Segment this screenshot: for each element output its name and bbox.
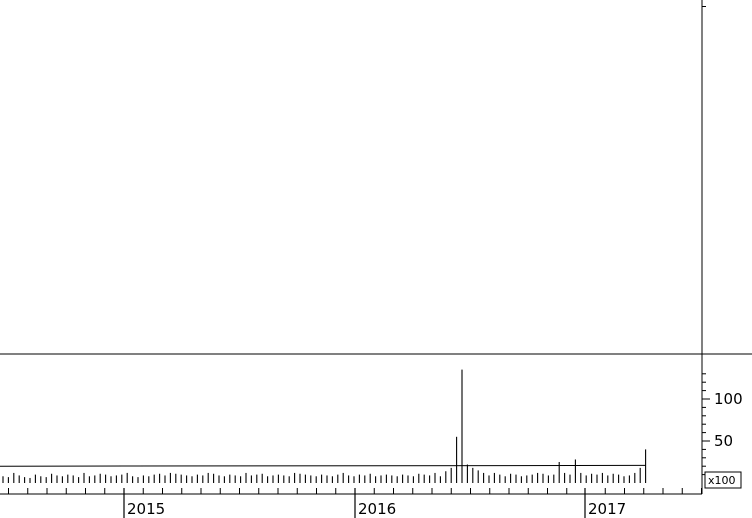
volume-average-line [0, 464, 646, 467]
volume-tick-label: 100 [714, 390, 743, 408]
price-axis: 90100110120130140150 [702, 6, 706, 7]
year-label: 2015 [127, 500, 165, 518]
volume-panel: 50 100 x100 [0, 369, 743, 489]
volume-unit-box [704, 471, 742, 489]
year-label: 2017 [588, 500, 626, 518]
volume-tick-label: 50 [714, 432, 733, 450]
volume-unit-label: x100 [708, 474, 736, 487]
volume-bars [2, 369, 647, 483]
volume-axis: 50 100 [702, 373, 743, 476]
price-panel: 90100110120130140150 [702, 6, 706, 7]
year-label: 2016 [358, 500, 396, 518]
time-axis: 2015 2016 2017 [8, 488, 702, 518]
